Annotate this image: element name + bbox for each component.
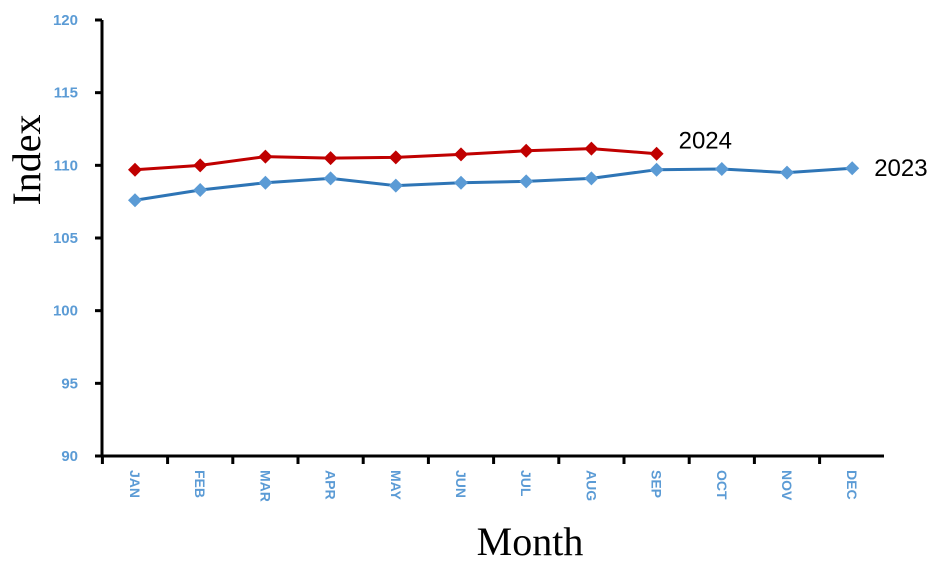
data-point-2023 (649, 162, 664, 177)
x-tick-label: FEB (192, 470, 208, 498)
y-tick-label: 95 (61, 375, 78, 392)
axes-layer (95, 18, 884, 464)
x-tick-label: DEC (844, 470, 860, 500)
series-label-2023: 2023 (874, 155, 927, 182)
data-point-2024 (128, 162, 142, 177)
x-tick-label: SEP (649, 470, 665, 498)
y-tick-label: 105 (53, 230, 78, 247)
data-point-2023 (193, 183, 208, 198)
x-tick-label: AUG (583, 470, 599, 501)
x-tick-label: JAN (127, 470, 143, 498)
x-axis-title: Month (477, 519, 584, 561)
data-point-2023 (128, 193, 142, 208)
data-point-2023 (714, 161, 729, 176)
x-tick-label: NOV (779, 470, 795, 501)
data-point-2023 (780, 165, 794, 180)
x-tick-label: MAR (257, 470, 273, 502)
x-tick-label: JUN (453, 470, 469, 498)
data-point-2023 (454, 175, 468, 190)
data-point-2023 (323, 171, 338, 186)
data-point-2024 (193, 158, 208, 173)
x-tick-label: JUL (518, 470, 534, 497)
data-point-2024 (388, 150, 403, 165)
data-point-2024 (323, 151, 338, 166)
data-point-2023 (519, 174, 534, 189)
x-tick-label: APR (323, 470, 339, 500)
data-point-2024 (649, 146, 664, 161)
data-point-2024 (258, 149, 273, 164)
tick-labels: 90 95 100 105 110 115 120 JAN FEB MAR APR MAY JUN JUL… (53, 12, 860, 502)
y-tick-label: 100 (53, 303, 78, 320)
data-point-2024 (584, 141, 599, 156)
series-layer: 2023 2024 (128, 128, 928, 208)
x-tick-label: OCT (714, 470, 730, 500)
series-label-2024: 2024 (679, 128, 732, 155)
y-tick-label: 90 (61, 448, 78, 465)
y-tick-label: 120 (53, 12, 78, 29)
series-line-2023 (134, 166, 853, 202)
data-point-2023 (845, 161, 860, 176)
data-point-2024 (454, 147, 468, 162)
data-point-2023 (388, 178, 403, 193)
y-tick-label: 115 (54, 85, 78, 102)
y-tick-label: 110 (54, 157, 78, 174)
data-point-2023 (258, 175, 273, 190)
y-axis-title: Index (4, 114, 49, 205)
x-tick-label: MAY (388, 470, 404, 500)
series-2024: 2024 (128, 128, 732, 177)
data-point-2023 (584, 171, 599, 186)
series-2023: 2023 (128, 155, 928, 208)
data-point-2024 (519, 143, 534, 158)
